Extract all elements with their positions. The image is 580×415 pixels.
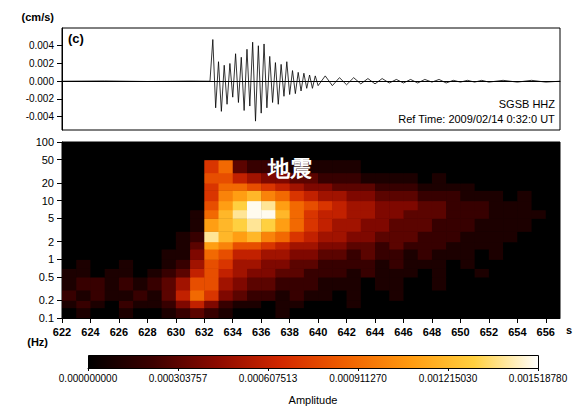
svg-text:634: 634 [224,326,243,338]
svg-text:638: 638 [280,326,298,338]
svg-text:0.2: 0.2 [39,294,54,306]
svg-text:2: 2 [48,236,54,248]
svg-text:0.000303757: 0.000303757 [149,373,208,384]
svg-text:0.000607513: 0.000607513 [239,373,298,384]
svg-text:1: 1 [48,253,54,265]
svg-text:5: 5 [48,212,54,224]
svg-text:地震: 地震 [267,156,312,181]
svg-text:648: 648 [423,326,441,338]
svg-text:656: 656 [537,326,555,338]
svg-text:644: 644 [366,326,385,338]
svg-text:0.001215030: 0.001215030 [419,373,478,384]
svg-text:20: 20 [42,177,54,189]
svg-text:654: 654 [508,326,527,338]
svg-text:s: s [566,324,572,336]
svg-text:Ref Time: 2009/02/14 0:32:0 UT: Ref Time: 2009/02/14 0:32:0 UT [398,113,555,125]
svg-text:628: 628 [138,326,156,338]
svg-text:(c): (c) [68,31,84,46]
svg-text:0.004: 0.004 [29,40,54,51]
svg-text:640: 640 [309,326,327,338]
svg-text:632: 632 [195,326,213,338]
svg-text:0.000: 0.000 [29,76,54,87]
svg-text:SGSB HHZ: SGSB HHZ [499,98,556,110]
svg-text:626: 626 [110,326,128,338]
svg-text:624: 624 [81,326,100,338]
svg-text:10: 10 [42,195,54,207]
svg-text:-0.004: -0.004 [26,111,55,122]
svg-text:0.001518780: 0.001518780 [509,373,568,384]
svg-text:652: 652 [480,326,498,338]
svg-text:(cm/s): (cm/s) [22,11,55,23]
svg-text:650: 650 [451,326,469,338]
svg-text:0.1: 0.1 [39,312,54,324]
svg-text:636: 636 [252,326,270,338]
svg-text:630: 630 [167,326,185,338]
svg-text:0.5: 0.5 [39,271,54,283]
svg-text:646: 646 [394,326,412,338]
svg-text:622: 622 [53,326,71,338]
svg-text:0.002: 0.002 [29,58,54,69]
svg-text:-0.002: -0.002 [26,93,55,104]
svg-text:50: 50 [42,154,54,166]
svg-text:Amplitude: Amplitude [289,394,338,406]
svg-text:100: 100 [36,136,54,148]
svg-text:0.000000000: 0.000000000 [59,373,118,384]
svg-text:0.000911270: 0.000911270 [329,373,387,384]
svg-text:(Hz): (Hz) [27,336,48,348]
svg-text:642: 642 [337,326,355,338]
